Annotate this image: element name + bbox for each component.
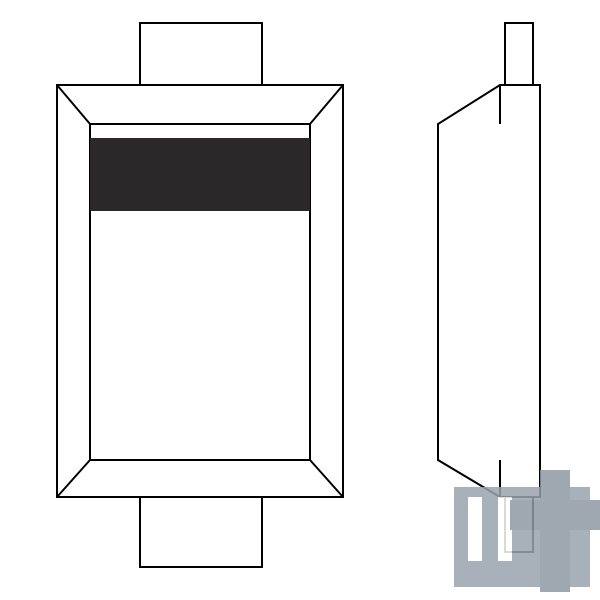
side-body-outline — [438, 85, 540, 497]
front-tab-top — [140, 23, 262, 85]
watermark — [454, 470, 600, 592]
diagram-canvas — [0, 0, 600, 600]
front-tab-bottom — [140, 497, 262, 567]
polarity-band — [90, 138, 310, 211]
side-tab-top — [505, 23, 533, 85]
